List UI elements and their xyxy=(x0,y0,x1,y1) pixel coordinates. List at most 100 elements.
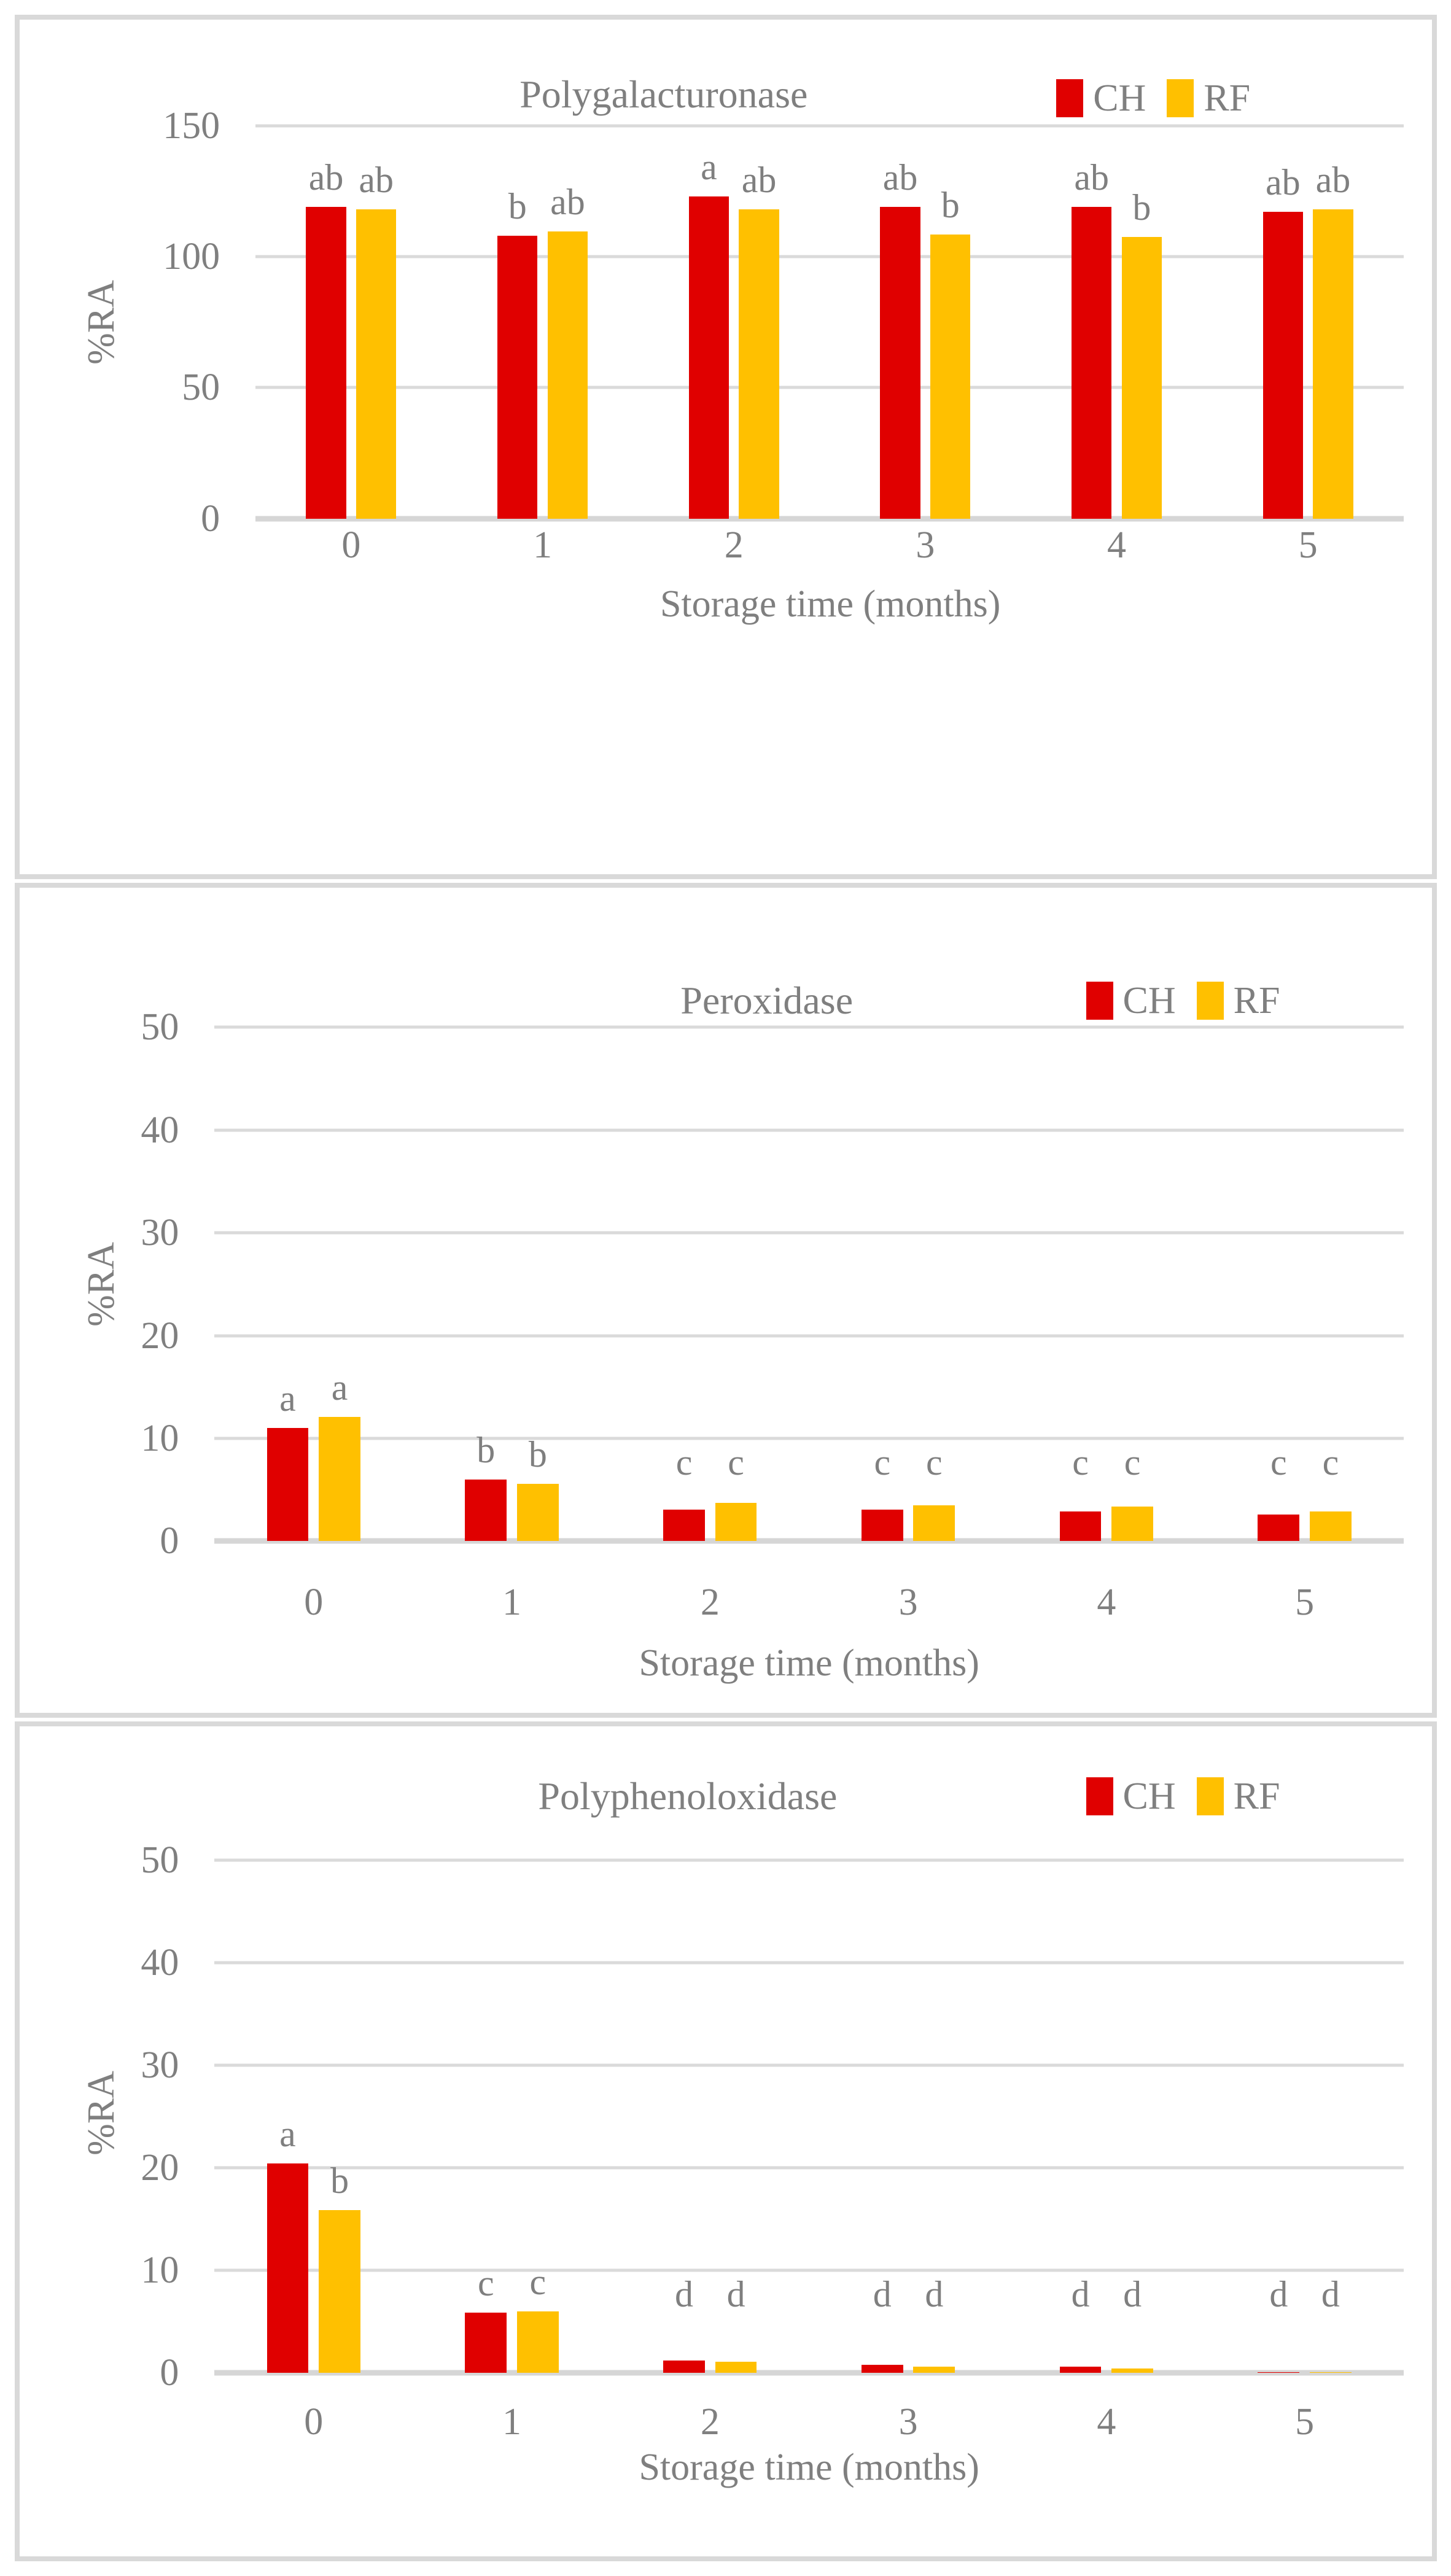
legend-label-ch: CH xyxy=(1122,980,1176,1022)
chart-title: Polyphenoloxidase xyxy=(538,1774,838,1818)
significance-letter: b xyxy=(330,2160,349,2201)
significance-letter: d xyxy=(925,2274,944,2315)
bar-rf xyxy=(715,1503,757,1542)
chart-title: Polygalacturonase xyxy=(519,72,808,117)
y-tick-label: 100 xyxy=(163,236,220,278)
legend: CH RF xyxy=(1056,77,1251,120)
legend-item-rf: RF xyxy=(1196,1775,1280,1817)
ch-legend-swatch-icon xyxy=(1056,79,1084,118)
significance-letter: ab xyxy=(1074,157,1110,198)
bar-ch xyxy=(1258,1514,1300,1542)
rf-legend-swatch-icon xyxy=(1196,982,1224,1020)
x-tick-label: 2 xyxy=(724,524,744,567)
bar-ch xyxy=(266,2163,309,2373)
x-tick-label: 1 xyxy=(502,1581,522,1623)
significance-letter: c xyxy=(1072,1442,1089,1483)
significance-letter: ab xyxy=(550,182,585,223)
significance-letter: c xyxy=(1270,1442,1287,1483)
x-tick-label: 3 xyxy=(898,2400,918,2443)
rf-legend-swatch-icon xyxy=(1196,1777,1224,1815)
bar-rf xyxy=(1310,2372,1352,2373)
y-tick-label: 40 xyxy=(141,1941,179,1984)
significance-letter: c xyxy=(1322,1442,1339,1483)
bar-ch xyxy=(861,2364,903,2373)
significance-letter: c xyxy=(675,1442,693,1483)
x-axis-title: Storage time (months) xyxy=(639,2446,979,2489)
y-tick-label: 0 xyxy=(201,497,220,540)
y-gridline xyxy=(214,1128,1404,1132)
significance-letter: d xyxy=(1269,2274,1288,2315)
legend-item-ch: CH xyxy=(1086,1777,1176,1815)
y-tick-label: 30 xyxy=(141,2044,179,2086)
bar-ch xyxy=(465,1479,507,1542)
significance-letter: b xyxy=(528,1433,547,1475)
x-tick-label: 5 xyxy=(1298,524,1318,567)
bar-rf xyxy=(356,209,397,519)
legend-label-ch: CH xyxy=(1122,1775,1176,1817)
y-gridline xyxy=(214,1025,1404,1029)
bar-rf xyxy=(913,1505,955,1542)
bar-rf xyxy=(516,1483,559,1542)
significance-letter: d xyxy=(1071,2274,1090,2315)
chart-title: Peroxidase xyxy=(680,979,854,1023)
significance-letter: a xyxy=(279,2114,296,2155)
bar-rf xyxy=(715,2361,757,2373)
x-tick-label: 4 xyxy=(1097,1581,1116,1623)
y-tick-label: 30 xyxy=(141,1212,179,1254)
bar-ch xyxy=(880,206,920,519)
bar-rf xyxy=(319,1416,360,1542)
bar-rf xyxy=(1313,209,1353,519)
legend: CH RF xyxy=(1086,1777,1280,1815)
y-axis-label: %RA xyxy=(80,279,123,365)
legend-label-rf: RF xyxy=(1233,980,1280,1022)
bar-ch xyxy=(1262,212,1304,519)
significance-letter: d xyxy=(675,2274,694,2315)
bar-ch xyxy=(861,1509,903,1542)
y-gridline xyxy=(214,2268,1404,2272)
significance-letter: c xyxy=(874,1442,891,1483)
significance-letter: d xyxy=(726,2274,745,2315)
significance-letter: a xyxy=(331,1367,348,1408)
bar-rf xyxy=(1121,237,1162,519)
bar-ch xyxy=(266,1428,309,1542)
bar-rf xyxy=(930,234,971,519)
legend-item-ch: CH xyxy=(1086,982,1176,1020)
y-tick-label: 20 xyxy=(141,2146,179,2189)
significance-letter: c xyxy=(1124,1442,1141,1483)
y-tick-label: 0 xyxy=(160,1520,179,1562)
bar-ch xyxy=(1258,2372,1300,2373)
significance-letter: b xyxy=(1132,187,1151,228)
significance-letter: d xyxy=(1123,2274,1142,2315)
y-gridline xyxy=(214,2063,1404,2067)
significance-letter: c xyxy=(926,1442,943,1483)
bar-ch xyxy=(1059,2367,1102,2373)
y-tick-label: 40 xyxy=(141,1109,179,1151)
y-gridline xyxy=(255,386,1404,389)
bar-rf xyxy=(319,2209,360,2373)
bar-rf xyxy=(547,231,588,519)
significance-letter: a xyxy=(279,1378,296,1419)
chart-panel-polygalacturonase: Polygalacturonase CH RF %RA Storage time… xyxy=(15,15,1437,879)
x-tick-label: 1 xyxy=(502,2400,522,2443)
x-tick-label: 0 xyxy=(304,1581,324,1623)
legend-label-rf: RF xyxy=(1204,77,1251,120)
x-tick-label: 2 xyxy=(700,2400,720,2443)
significance-letter: ab xyxy=(308,157,344,198)
y-tick-label: 20 xyxy=(141,1314,179,1357)
bar-rf xyxy=(516,2311,559,2373)
y-gridline xyxy=(255,255,1404,258)
x-tick-label: 3 xyxy=(898,1581,918,1623)
significance-letter: b xyxy=(477,1429,496,1470)
x-axis-line xyxy=(214,1538,1404,1544)
legend-label-ch: CH xyxy=(1093,77,1146,120)
legend-label-rf: RF xyxy=(1233,1775,1280,1817)
bar-rf xyxy=(913,2367,955,2373)
significance-letter: ab xyxy=(741,160,777,201)
y-tick-label: 50 xyxy=(141,1006,179,1049)
significance-letter: ab xyxy=(1266,162,1301,203)
x-axis-line xyxy=(255,516,1404,522)
bar-rf xyxy=(1111,1506,1153,1542)
y-tick-label: 150 xyxy=(163,104,220,147)
y-gridline xyxy=(255,124,1404,128)
